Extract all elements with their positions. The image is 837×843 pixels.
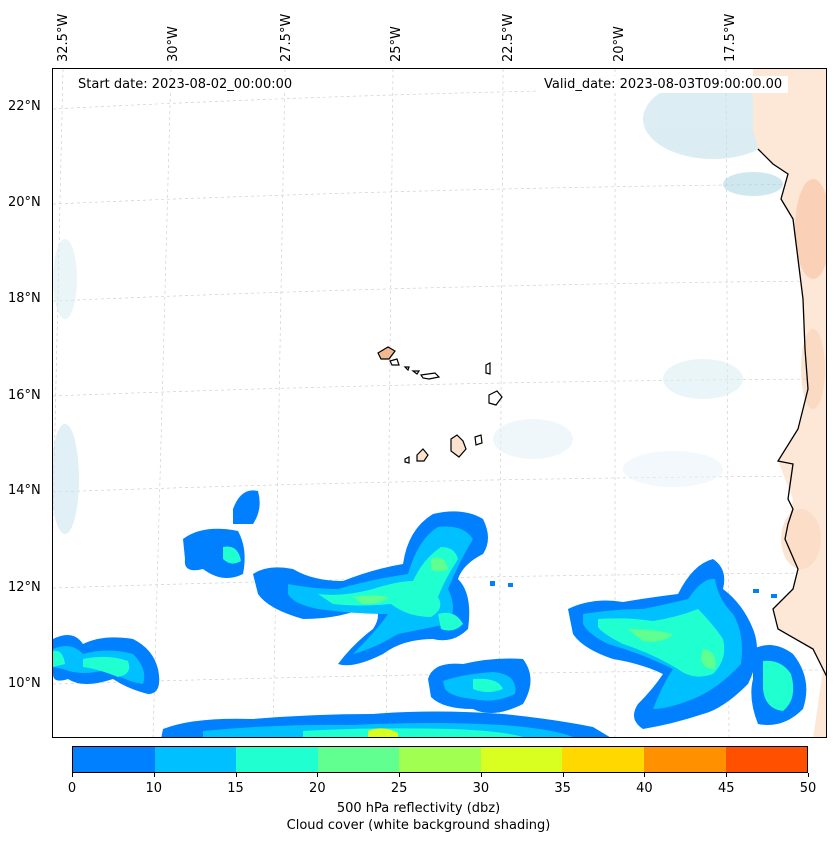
- colorbar-tick: [726, 773, 728, 777]
- colorbar-tick: [235, 773, 237, 777]
- latitude-label: 16°N: [8, 388, 41, 403]
- colorbar-tick-label: 45: [717, 781, 735, 796]
- colorbar-segment: [562, 747, 644, 772]
- reflectivity-colorbar: [72, 746, 808, 773]
- colorbar-label-reflectivity: 500 hPa reflectivity (dbz): [336, 801, 501, 816]
- latitude-label: 20°N: [8, 195, 41, 210]
- colorbar-segment: [154, 747, 237, 772]
- land-areas: [753, 69, 826, 737]
- colorbar-tick: [808, 773, 809, 777]
- colorbar-tick-label: 35: [554, 781, 571, 796]
- valid-date-label: Valid_date: 2023-08-03T09:00:00.00: [538, 76, 789, 93]
- colorbar-tick-label: 10: [145, 781, 163, 796]
- reflectivity-field: [53, 490, 807, 737]
- longitude-label: 22.5°W: [501, 13, 516, 62]
- colorbar-tick: [644, 773, 646, 777]
- colorbar-tick: [399, 773, 401, 777]
- longitude-label: 32.5°W: [56, 13, 71, 62]
- colorbar-tick-label: 30: [472, 781, 490, 796]
- colorbar-segment: [643, 747, 726, 772]
- colorbar-segment: [399, 747, 481, 772]
- colorbar-segment: [236, 747, 318, 772]
- colorbar-tick-label: 0: [67, 781, 77, 796]
- longitude-label: 25°W: [389, 26, 404, 62]
- colorbar-tick-label: 25: [390, 781, 408, 796]
- cape-verde-islands: [377, 346, 503, 464]
- colorbar-tick: [153, 773, 155, 777]
- latitude-label: 22°N: [8, 99, 41, 114]
- colorbar-segment: [480, 747, 563, 772]
- longitude-label: 17.5°W: [723, 13, 738, 62]
- longitude-label: 20°W: [612, 26, 627, 62]
- cloud-cover-shading: [53, 79, 783, 534]
- latitude-label: 14°N: [8, 483, 41, 498]
- map-canvas: [53, 69, 826, 737]
- colorbar-tick: [480, 773, 482, 777]
- colorbar-segment: [317, 747, 400, 772]
- colorbar-label-cloud-cover: Cloud cover (white background shading): [286, 818, 551, 833]
- latitude-label: 10°N: [8, 676, 41, 691]
- colorbar-tick: [562, 773, 564, 777]
- colorbar-tick-label: 15: [227, 781, 244, 796]
- longitude-label: 27.5°W: [279, 13, 294, 62]
- latitude-label: 18°N: [8, 291, 41, 306]
- colorbar-tick: [72, 773, 73, 777]
- colorbar-tick-label: 50: [799, 781, 817, 796]
- colorbar-tick-label: 20: [309, 781, 326, 796]
- map-panel: [52, 68, 827, 738]
- colorbar-segment: [725, 747, 808, 772]
- colorbar-segment: [73, 747, 155, 772]
- coastline: [757, 148, 826, 677]
- longitude-label: 30°W: [166, 26, 181, 62]
- start-date-label: Start date: 2023-08-02_00:00:00: [72, 76, 299, 93]
- latitude-label: 12°N: [8, 580, 41, 595]
- colorbar-tick-label: 40: [636, 781, 653, 796]
- colorbar-tick: [317, 773, 319, 777]
